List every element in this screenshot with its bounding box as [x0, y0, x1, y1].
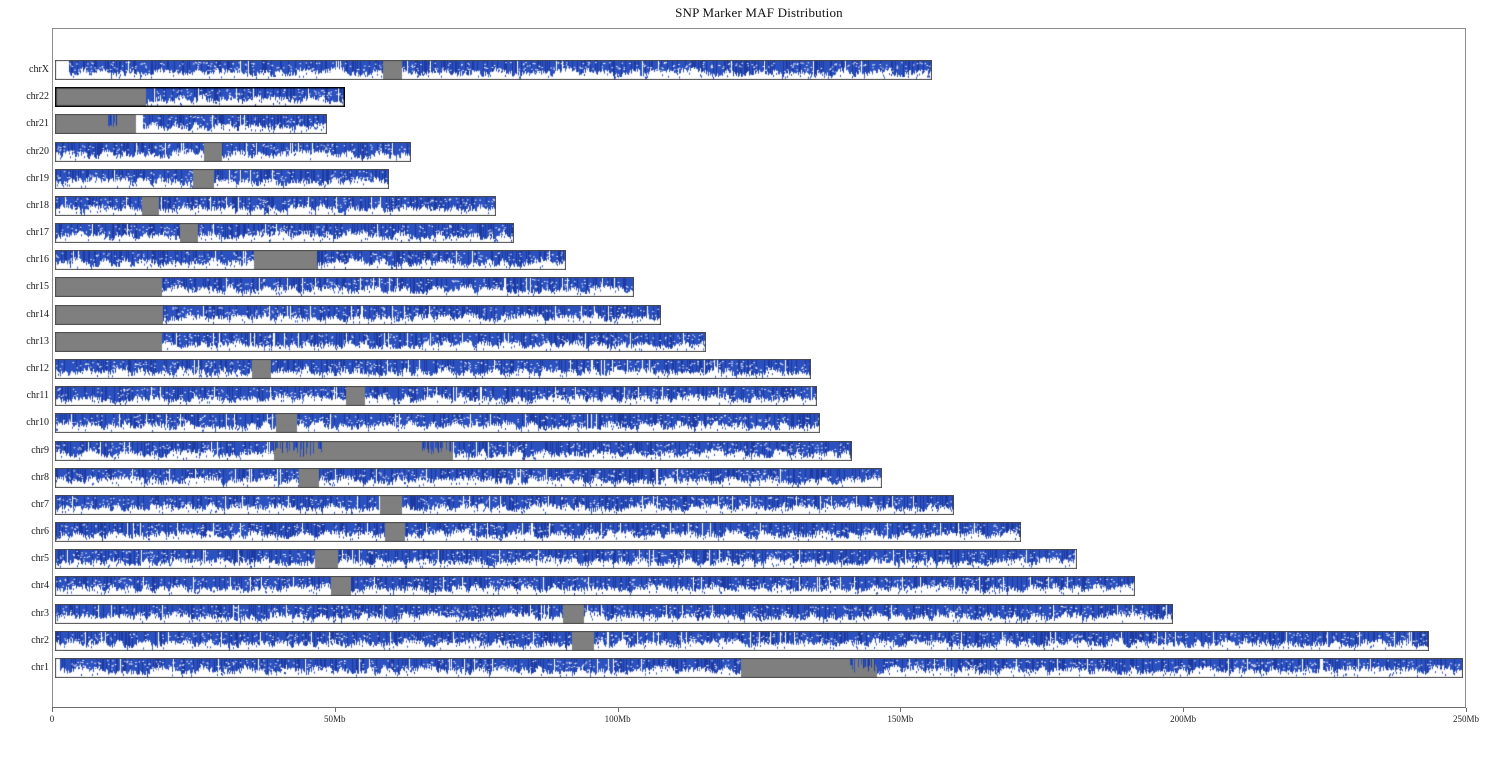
chromosome-label-chr1: chr1 — [31, 662, 49, 673]
x-tick-label-0: 0 — [49, 714, 55, 724]
chromosome-label-chr18: chr18 — [26, 200, 49, 211]
x-axis-baseline — [52, 707, 1466, 708]
chromosome-bar-chr6 — [55, 522, 1021, 542]
x-tick-200Mb — [1183, 708, 1185, 712]
chromosome-label-chr10: chr10 — [26, 417, 49, 428]
chromosome-label-chr2: chr2 — [31, 635, 49, 646]
chromosome-label-chr6: chr6 — [31, 526, 49, 537]
x-tick-100Mb — [617, 708, 619, 712]
x-tick-label-150Mb: 150Mb — [887, 714, 914, 724]
chromosome-bar-chr4 — [55, 576, 1135, 596]
chromosome-label-chr9: chr9 — [31, 445, 49, 456]
chromosome-bar-chr15 — [55, 277, 634, 297]
chromosome-bar-chr13 — [55, 332, 706, 352]
chromosome-label-chr22: chr22 — [26, 91, 49, 102]
chromosome-bar-chr18 — [55, 196, 496, 216]
chromosome-bar-chr1 — [55, 658, 1463, 678]
chromosome-bar-chr3 — [55, 604, 1173, 624]
chromosome-bar-chr17 — [55, 223, 514, 243]
x-tick-150Mb — [900, 708, 902, 712]
chromosome-bar-chr21 — [55, 114, 327, 134]
chromosome-label-chr20: chr20 — [26, 146, 49, 157]
chromosome-label-chrX: chrX — [29, 64, 49, 75]
chromosome-bar-chr16 — [55, 250, 566, 270]
chromosome-label-chr12: chr12 — [26, 363, 49, 374]
chromosome-bar-chr9 — [55, 441, 852, 461]
chromosome-label-chr14: chr14 — [26, 309, 49, 320]
chromosome-bar-chr5 — [55, 549, 1077, 569]
chromosome-bar-chr7 — [55, 495, 954, 515]
x-tick-0 — [52, 708, 53, 712]
chromosome-bar-chr12 — [55, 359, 811, 379]
chromosome-label-chr3: chr3 — [31, 608, 49, 619]
chromosome-bar-chr11 — [55, 386, 817, 406]
chromosome-bar-chr2 — [55, 631, 1429, 651]
x-tick-label-200Mb: 200Mb — [1170, 714, 1197, 724]
chromosome-label-chr17: chr17 — [26, 227, 49, 238]
chromosome-label-chr16: chr16 — [26, 254, 49, 265]
chromosome-label-chr21: chr21 — [26, 118, 49, 129]
chromosome-bar-chrX — [55, 60, 932, 80]
chromosome-bar-chr22 — [55, 87, 345, 107]
chromosome-label-chr4: chr4 — [31, 580, 49, 591]
chromosome-bar-chr8 — [55, 468, 882, 488]
chromosome-bar-chr19 — [55, 169, 389, 189]
chromosome-bar-chr20 — [55, 142, 411, 162]
chromosome-label-chr15: chr15 — [26, 281, 49, 292]
x-tick-50Mb — [334, 708, 336, 712]
chromosome-label-chr5: chr5 — [31, 553, 49, 564]
x-tick-label-250Mb: 250Mb — [1452, 714, 1479, 724]
x-tick-250Mb — [1466, 708, 1467, 712]
chromosome-bar-chr10 — [55, 413, 820, 433]
chart-title: SNP Marker MAF Distribution — [675, 5, 843, 20]
chromosome-label-chr13: chr13 — [26, 336, 49, 347]
x-tick-label-100Mb: 100Mb — [604, 714, 631, 724]
chromosome-label-chr19: chr19 — [26, 173, 49, 184]
chromosome-label-chr7: chr7 — [31, 499, 49, 510]
chromosome-bar-chr14 — [55, 305, 661, 325]
chromosome-label-chr8: chr8 — [31, 472, 49, 483]
chromosome-label-chr11: chr11 — [26, 390, 49, 401]
x-tick-label-50Mb: 50Mb — [324, 714, 346, 724]
